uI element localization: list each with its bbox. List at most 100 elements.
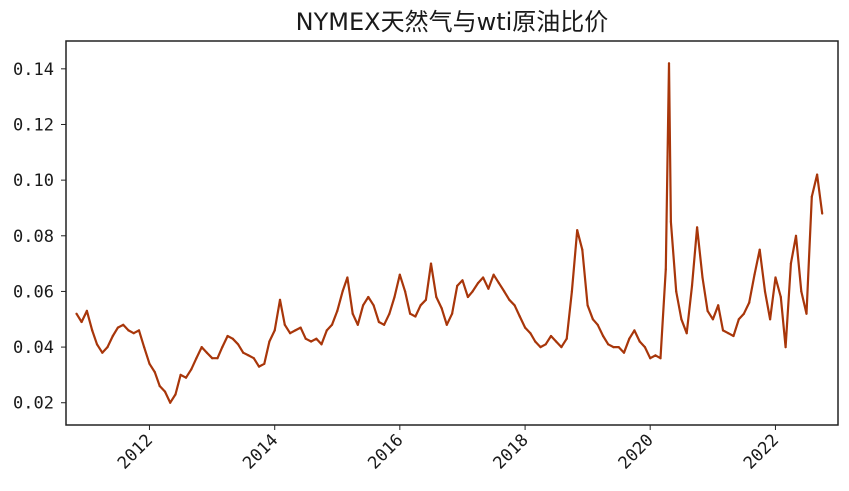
data-point — [257, 365, 261, 368]
data-point — [101, 351, 104, 354]
data-point — [659, 357, 662, 360]
data-point — [591, 318, 595, 321]
data-point — [549, 334, 553, 338]
data-point — [617, 346, 620, 349]
data-point — [701, 276, 704, 279]
data-point — [476, 282, 480, 285]
data-point — [346, 276, 349, 279]
data-point — [294, 329, 297, 332]
data-point — [226, 334, 229, 338]
data-point — [497, 282, 500, 285]
data-point — [451, 312, 454, 315]
data-point — [748, 301, 751, 304]
data-point — [398, 273, 401, 276]
data-point — [383, 323, 386, 326]
data-point — [404, 290, 407, 293]
data-point — [680, 318, 683, 321]
y-tick-label: 0.02 — [13, 394, 54, 414]
data-point — [268, 340, 271, 343]
data-point — [539, 346, 542, 349]
data-point — [231, 337, 234, 340]
data-point — [586, 304, 589, 307]
y-tick-label: 0.12 — [13, 115, 54, 135]
data-point — [216, 357, 219, 360]
data-point — [278, 298, 282, 301]
data-point — [440, 307, 443, 310]
data-point — [419, 304, 422, 307]
data-point — [95, 343, 99, 346]
data-point — [612, 346, 615, 349]
y-tick-label: 0.10 — [13, 171, 54, 191]
data-point — [143, 346, 146, 349]
data-point — [721, 329, 725, 332]
data-point — [576, 229, 579, 232]
series-line — [75, 62, 824, 404]
data-point — [377, 320, 380, 324]
x-axis: 2012 2014 2016 2018 2020 2022 — [114, 425, 783, 473]
data-point — [789, 262, 793, 265]
data-point — [669, 220, 673, 223]
data-point — [351, 312, 354, 315]
data-point — [816, 173, 819, 176]
data-point — [503, 290, 506, 293]
data-point — [304, 337, 307, 340]
data-point — [435, 295, 438, 299]
data-point — [794, 234, 798, 237]
data-point — [211, 357, 214, 360]
data-point — [325, 329, 328, 332]
data-point — [638, 340, 641, 343]
y-tick-label: 0.06 — [13, 282, 54, 302]
data-point — [310, 340, 313, 343]
data-point — [685, 332, 688, 335]
data-point — [508, 298, 511, 301]
data-point — [221, 346, 224, 349]
x-tick-label: 2014 — [239, 430, 282, 473]
data-point — [664, 268, 667, 271]
data-point — [774, 276, 777, 279]
data-point — [111, 334, 114, 338]
data-point — [565, 337, 568, 340]
data-point — [633, 329, 636, 332]
data-point — [179, 373, 182, 376]
data-point — [289, 332, 292, 335]
data-point — [424, 298, 427, 301]
data-point — [769, 318, 772, 321]
data-point — [649, 357, 652, 360]
data-point — [805, 312, 808, 315]
data-point — [132, 332, 135, 335]
data-point — [706, 309, 709, 312]
x-tick-label: 2018 — [490, 430, 533, 473]
data-point — [560, 346, 563, 349]
data-point — [555, 340, 558, 343]
data-point — [466, 295, 469, 299]
x-tick-label: 2012 — [114, 430, 157, 473]
data-point — [737, 318, 740, 321]
data-point — [654, 354, 657, 357]
data-point — [158, 384, 161, 388]
data-point — [758, 248, 761, 251]
data-point — [409, 312, 412, 315]
data-point — [273, 329, 276, 332]
data-point — [529, 332, 532, 335]
data-point — [330, 323, 334, 326]
data-point — [388, 312, 391, 315]
data-point — [299, 326, 302, 329]
data-point — [753, 273, 756, 276]
data-point — [122, 323, 125, 326]
data-point — [367, 295, 370, 299]
data-point — [622, 351, 626, 354]
data-point — [85, 309, 88, 312]
data-point — [174, 393, 177, 396]
data-point — [247, 354, 250, 357]
data-point — [372, 304, 375, 307]
x-tick-label: 2022 — [740, 430, 783, 473]
data-point — [800, 290, 803, 293]
data-point — [513, 304, 516, 307]
data-point — [116, 326, 119, 329]
data-point — [727, 332, 730, 335]
data-point — [429, 262, 433, 265]
data-point — [393, 295, 396, 299]
data-point — [690, 284, 694, 287]
y-tick-label: 0.08 — [13, 227, 54, 247]
